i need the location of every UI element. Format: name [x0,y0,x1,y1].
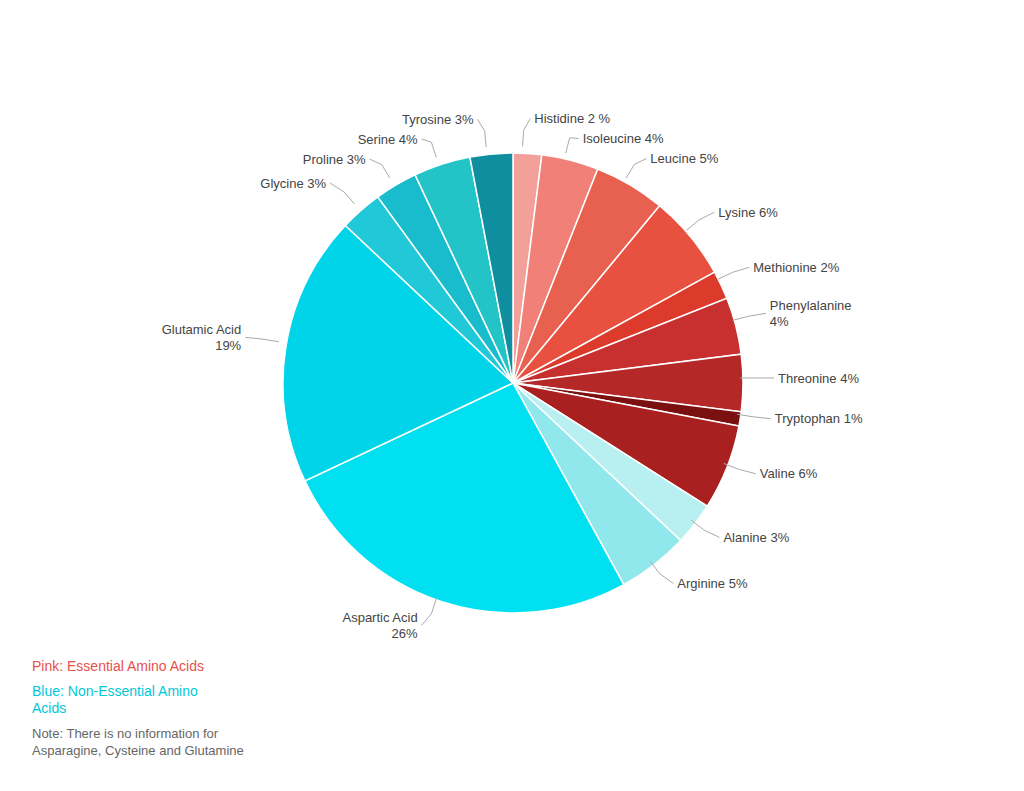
svg-text:Glutamic Acid19%: Glutamic Acid19% [162,322,242,353]
svg-text:Serine 4%: Serine 4% [358,132,418,147]
svg-text:Histidine 2 %: Histidine 2 % [534,111,610,126]
svg-text:Glycine 3%: Glycine 3% [260,176,326,191]
svg-text:Threonine 4%: Threonine 4% [778,371,859,386]
svg-text:Valine 6%: Valine 6% [760,466,818,481]
svg-text:Tyrosine 3%: Tyrosine 3% [402,112,474,127]
svg-text:Methionine 2%: Methionine 2% [753,260,839,275]
svg-text:Alanine 3%: Alanine 3% [723,530,789,545]
svg-text:Proline 3%: Proline 3% [303,152,366,167]
html-text:Blue: Non-Essential Amino Acid: Blue: Non-Essential Amino Acids [32,683,198,716]
html-text:Pink: Essential Amino Acids: Pink: Essential Amino Acids [32,658,204,674]
svg-text:Lysine 6%: Lysine 6% [718,205,778,220]
svg-text:Aspartic Acid26%: Aspartic Acid26% [342,610,418,641]
svg-text:Tryptophan 1%: Tryptophan 1% [775,411,863,426]
html-text:Note: There is no information: Note: There is no information for Aspara… [32,726,244,758]
svg-text:Isoleucine 4%: Isoleucine 4% [583,131,664,146]
svg-text:Leucine 5%: Leucine 5% [650,151,718,166]
svg-text:Arginine 5%: Arginine 5% [677,576,748,591]
svg-text:Phenylalanine4%: Phenylalanine4% [770,298,852,329]
